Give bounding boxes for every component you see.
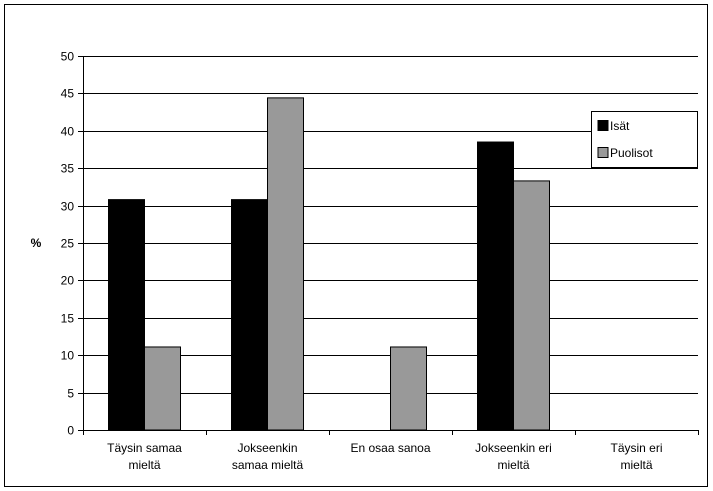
y-tick-label: 45	[61, 87, 75, 101]
y-tick-label: 10	[61, 349, 75, 363]
y-tick-label: 0	[67, 424, 74, 438]
x-category-label: mieltä	[128, 458, 160, 472]
y-tick-label: 15	[61, 312, 75, 326]
y-tick-label: 20	[61, 274, 75, 288]
y-tick-label: 30	[61, 200, 75, 214]
legend-swatch-isat	[597, 120, 609, 131]
bar-isat-3	[477, 141, 514, 431]
legend: Isät Puolisot	[591, 111, 698, 168]
bar-puolisot-3	[513, 180, 550, 431]
y-tick-label: 50	[61, 50, 75, 64]
x-category-label: mieltä	[497, 458, 529, 472]
bar-puolisot-0	[144, 346, 181, 431]
x-category-label: En osaa sanoa	[350, 441, 430, 455]
x-category-label: Jokseenkin	[237, 441, 297, 455]
x-category-label: mieltä	[620, 458, 652, 472]
axes	[78, 56, 699, 435]
legend-label-isat: Isät	[610, 119, 630, 133]
x-category-label: Täysin eri	[610, 441, 662, 455]
y-tick-label: 35	[61, 162, 75, 176]
legend-box	[591, 111, 698, 168]
legend-label-puolisot: Puolisot	[610, 146, 653, 160]
y-axis-label: %	[31, 236, 42, 250]
y-tick-label: 25	[61, 237, 75, 251]
legend-swatch-puolisot	[597, 147, 609, 158]
bar-isat-1	[231, 199, 268, 431]
y-tick-label: 5	[67, 387, 74, 401]
bar-isat-0	[108, 199, 145, 431]
labels: 0 5 10 15 20 25 30 35 40 45 50% Täysin samaa mieltä J…	[31, 50, 663, 473]
x-category-label: Jokseenkin eri	[475, 441, 552, 455]
x-category-label: Täysin samaa	[107, 441, 182, 455]
bar-puolisot-1	[267, 97, 304, 431]
bar-puolisot-2	[390, 346, 427, 431]
bars	[108, 97, 550, 431]
y-tick-label: 40	[61, 125, 75, 139]
x-category-label: samaa mieltä	[232, 458, 304, 472]
